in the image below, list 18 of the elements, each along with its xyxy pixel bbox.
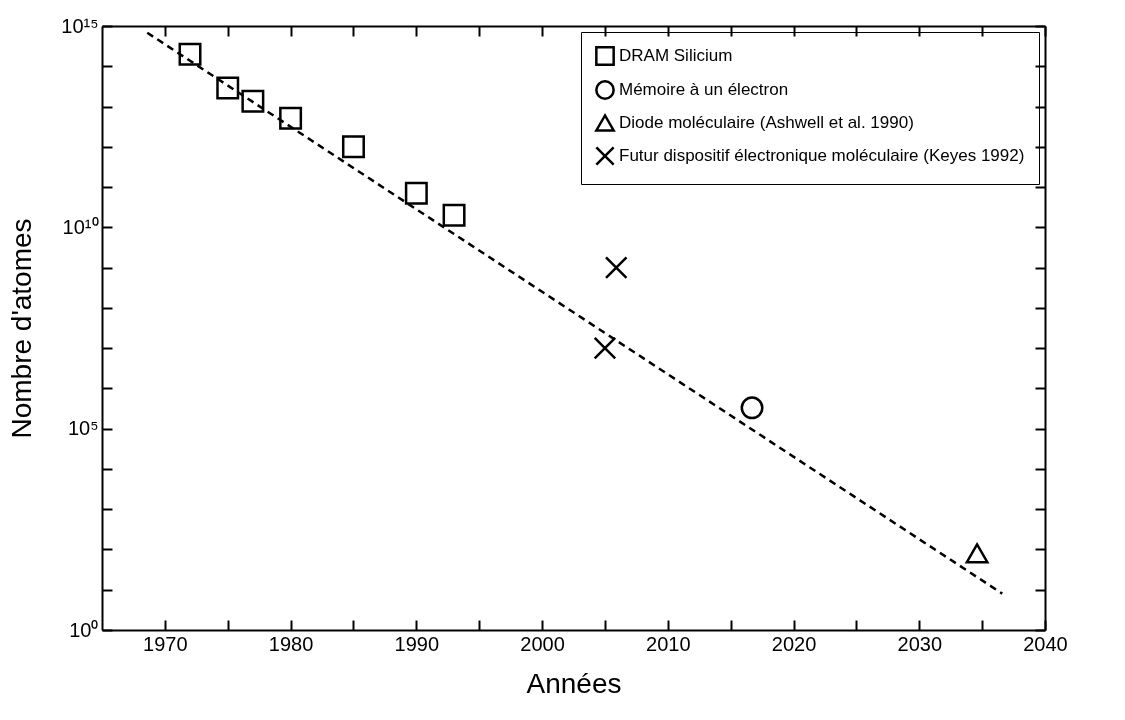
y-axis-title: Nombre d'atomes [6,218,38,439]
y-tick-label: 10¹⁰ [62,215,99,238]
x-tick-label: 1990 [394,632,440,655]
x-tick-label: 2040 [1023,632,1068,655]
x-tick-label: 2010 [646,632,691,655]
x-axis-title: Années [526,667,622,699]
y-tick-label: 10⁰ [69,618,99,641]
x-tick-label: 1980 [268,632,314,655]
x-tick-label: 2020 [771,632,817,655]
x-tick-label: 2000 [520,632,565,655]
x-tick-label: 1970 [143,632,188,655]
y-tick-label: 10⁵ [67,417,99,440]
legend-label: Futur dispositif électronique moléculaire (Keyes 1992) [619,146,1025,165]
legend-label: Mémoire à un électron [619,80,789,99]
x-tick-label: 2030 [897,632,943,655]
legend-label: Diode moléculaire (Ashwell et al. 1990) [619,113,914,132]
legend-label: DRAM Silicium [619,46,733,65]
y-tick-label: 10¹⁵ [61,14,99,37]
